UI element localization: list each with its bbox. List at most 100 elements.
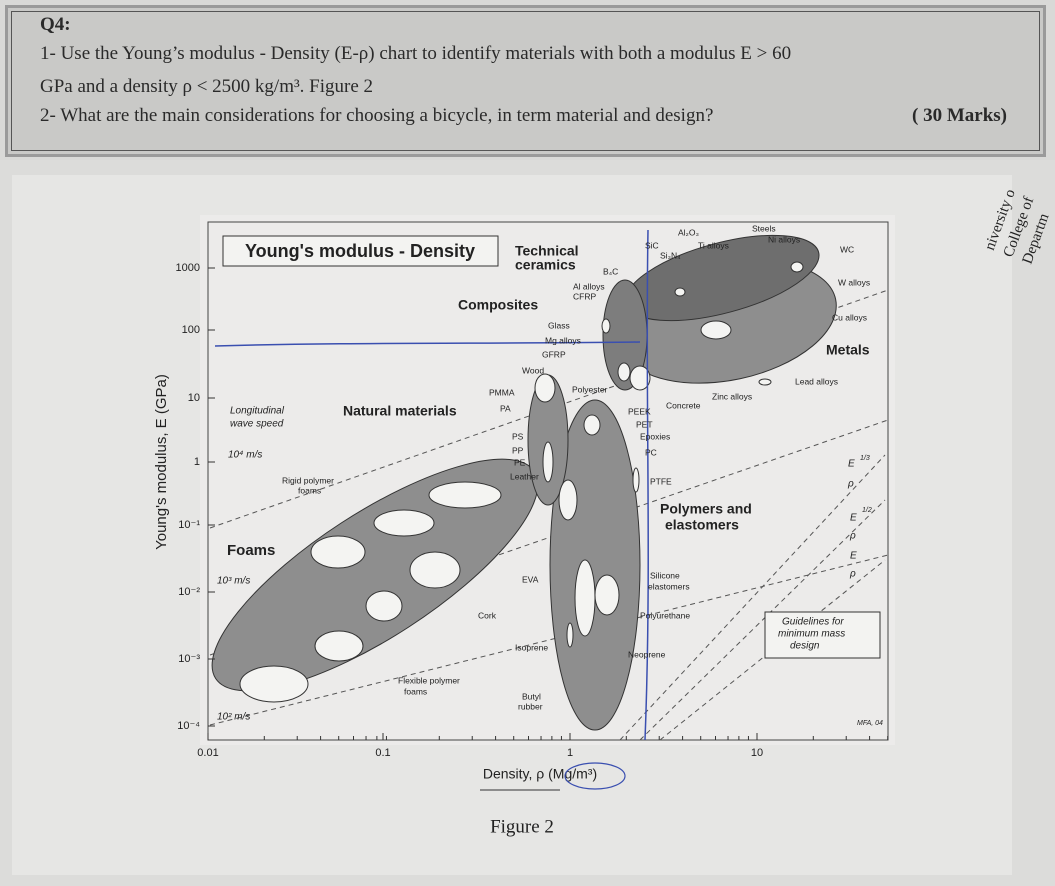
- chart-note: ρ: [847, 479, 854, 490]
- material-label: Cork: [478, 610, 497, 620]
- material-bubbles: [239, 261, 804, 703]
- material-label: PA: [500, 403, 511, 413]
- material-label: rubber: [518, 701, 543, 711]
- question-text: 2- What are the main considerations for …: [40, 105, 714, 126]
- material-label: Polyester: [572, 384, 608, 394]
- material-label: Neoprene: [628, 649, 666, 659]
- material-label: WC: [840, 244, 854, 254]
- material-label: EVA: [522, 574, 539, 584]
- material-label: Polyurethane: [640, 610, 690, 620]
- material-label: CFRP: [573, 291, 596, 301]
- family-label: ceramics: [515, 257, 576, 273]
- material-label: PEEK: [628, 406, 651, 416]
- material-label: W alloys: [838, 277, 870, 287]
- x-tick-label: 0.1: [375, 747, 390, 759]
- title-box: [222, 235, 499, 267]
- y-tick-label: 10⁻⁴: [177, 720, 200, 732]
- material-label: Butyl: [522, 691, 541, 701]
- question-text: GPa and a density ρ < 2500 kg/m³. Figure…: [40, 76, 374, 97]
- family-label: Composites: [458, 297, 538, 313]
- family-label: Technical: [515, 243, 579, 259]
- material-label: PTFE: [650, 476, 672, 486]
- y-tick-label: 10: [188, 392, 200, 404]
- material-label: PMMA: [489, 387, 515, 397]
- chart-note: 10² m/s: [217, 712, 250, 723]
- question-text: 1- Use the Young’s modulus - Density (E-…: [40, 43, 792, 64]
- material-label: GFRP: [542, 349, 566, 359]
- y-tick-label: 1: [194, 456, 200, 468]
- material-label: PP: [512, 445, 524, 455]
- x-axis-label: Density, ρ (Mg/m³): [483, 766, 597, 782]
- material-label: Flexible polymer: [398, 675, 460, 685]
- material-label: foams: [298, 485, 321, 495]
- material-label: PET: [636, 419, 653, 429]
- hand-marking: [214, 229, 649, 741]
- material-label: Ti alloys: [698, 240, 729, 250]
- material-label: Zinc alloys: [712, 391, 752, 401]
- chart-note: minimum mass: [778, 629, 845, 640]
- family-label: Polymers and: [660, 501, 752, 517]
- material-label: Ni alloys: [768, 234, 800, 244]
- material-label: foams: [404, 686, 427, 696]
- material-label: Silicone: [650, 570, 680, 580]
- chart-note: E: [848, 459, 855, 470]
- y-tick-label: 10⁻¹: [178, 519, 200, 531]
- question-box: [5, 5, 1046, 157]
- plot-frame: [207, 221, 889, 741]
- material-label: Al alloys: [573, 281, 605, 291]
- chart-note: design: [790, 641, 820, 652]
- material-label: B₄C: [603, 266, 618, 276]
- material-label: Isoprene: [515, 642, 548, 652]
- material-label: Leather: [510, 471, 539, 481]
- chart-note: 10³ m/s: [217, 576, 250, 587]
- chart-note: E: [850, 551, 857, 562]
- chart-note: Longitudinal: [230, 406, 285, 417]
- x-tick-label: 0.01: [197, 747, 218, 759]
- family-label: Foams: [227, 542, 275, 559]
- chart-note: ρ: [849, 569, 856, 580]
- figure-caption: Figure 2: [490, 816, 554, 837]
- material-label: Cu alloys: [832, 312, 867, 322]
- material-label: PC: [645, 447, 657, 457]
- y-tick-label: 10⁻²: [178, 586, 200, 598]
- material-label: SiC: [645, 240, 659, 250]
- material-label: Epoxies: [640, 431, 670, 441]
- chart-note: E: [850, 513, 857, 524]
- chart-note: 1/2: [862, 507, 872, 514]
- material-label: Steels: [752, 223, 776, 233]
- family-label: elastomers: [665, 517, 739, 533]
- chart-note: 1/3: [860, 455, 870, 462]
- ashby-chart: Young's modulus - Density Young's modulu…: [153, 215, 895, 837]
- material-label: Rigid polymer: [282, 475, 334, 485]
- chart-note: Guidelines for: [782, 617, 844, 628]
- material-label: PE: [514, 457, 526, 467]
- family-label: Metals: [826, 342, 870, 358]
- chart-note: 10⁴ m/s: [228, 450, 262, 461]
- family-label: Natural materials: [343, 403, 457, 419]
- chart-note: ρ: [849, 531, 856, 542]
- material-label: elastomers: [648, 581, 690, 591]
- material-label: PS: [512, 431, 524, 441]
- material-label: Wood: [522, 365, 544, 375]
- material-label: Si₃N₄: [660, 250, 681, 260]
- guideline-box: [764, 611, 881, 659]
- x-tick-label: 1: [567, 747, 573, 759]
- material-label: Concrete: [666, 400, 701, 410]
- y-tick-label: 1000: [176, 262, 200, 274]
- question-number: Q4:: [40, 14, 71, 35]
- hand-circle: [564, 762, 626, 790]
- material-label: Mg alloys: [545, 335, 581, 345]
- material-label: Glass: [548, 320, 570, 330]
- y-axis-label: Young's modulus, E (GPa): [153, 374, 170, 550]
- x-tick-label: 10: [751, 747, 763, 759]
- y-tick-label: 10⁻³: [178, 653, 200, 665]
- chart-note: wave speed: [230, 419, 284, 430]
- question-inner-border: [11, 11, 1040, 151]
- y-tick-label: 100: [182, 324, 200, 336]
- chart-note: MFA, 04: [857, 720, 883, 727]
- material-label: Al₂O₃: [678, 227, 699, 237]
- chart-title: Young's modulus - Density: [245, 241, 475, 261]
- material-label: Lead alloys: [795, 376, 838, 386]
